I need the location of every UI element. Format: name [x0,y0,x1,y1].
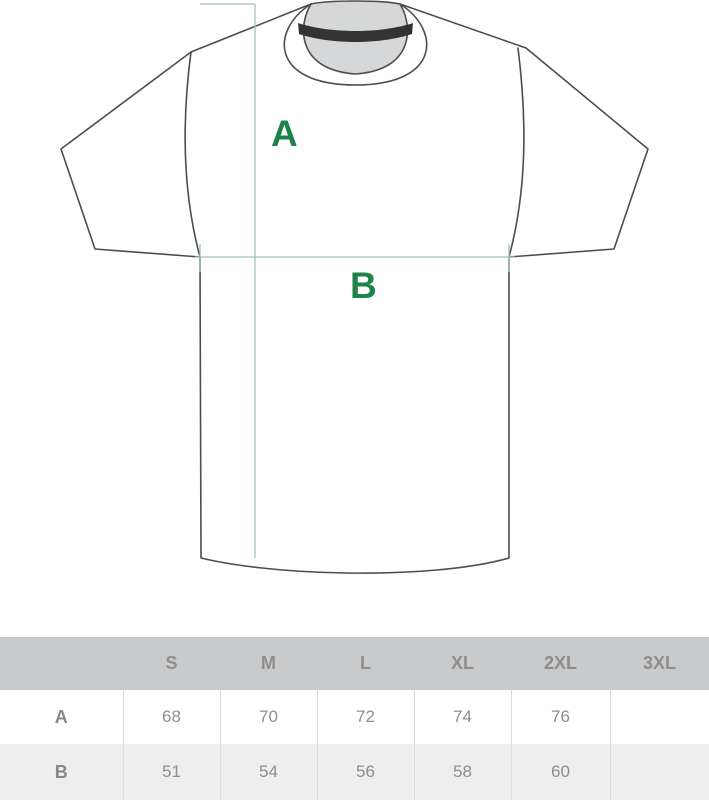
svg-text:B: B [350,265,377,306]
svg-text:A: A [271,113,298,154]
